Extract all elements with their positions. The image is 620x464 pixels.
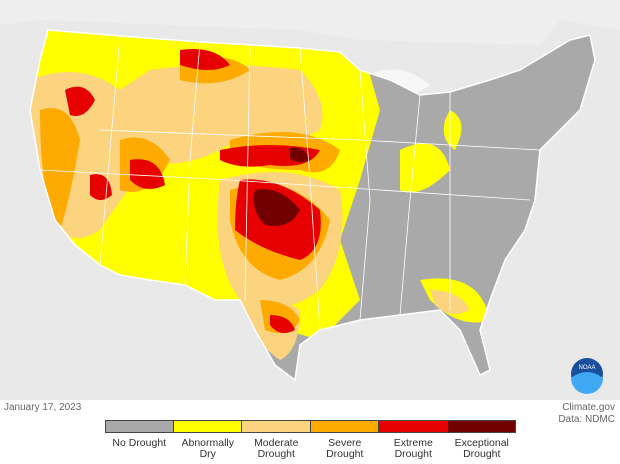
canada [0,0,620,45]
drought-areas [30,30,595,380]
legend-swatch [310,420,379,433]
legend-swatch [242,420,311,433]
legend-item: Extreme Drought [379,420,448,464]
state-borders [39,35,541,331]
source: Data: NDMC [558,414,615,425]
legend-label: Extreme Drought [393,437,433,460]
credit: Climate.gov [562,402,615,413]
logo-text: NOAA [578,365,595,371]
legend-label: Severe Drought [326,437,364,460]
legend-swatch [173,420,242,433]
legend-label: No Drought [112,437,167,449]
legend-item: Moderate Drought [242,420,311,464]
legend-item: Abnormally Dry [173,420,242,464]
noaa-logo: NOAA [571,358,603,394]
legend: No Drought Abnormally Dry Moderate Drought… [105,420,516,464]
legend-label: Moderate Drought [254,437,299,460]
legend-swatch [105,420,174,433]
us-outline [29,29,596,382]
date: January 17, 2023 [4,402,82,413]
legend-swatch [379,420,448,433]
legend-label: Abnormally Dry [181,437,235,460]
legend-item: Severe Drought [310,420,379,464]
legend-item: No Drought [105,420,174,464]
legend-item: Exceptional Drought [447,420,516,464]
legend-swatch [447,420,516,433]
map: NOAA [0,0,620,400]
legend-label: Exceptional Drought [454,437,509,460]
